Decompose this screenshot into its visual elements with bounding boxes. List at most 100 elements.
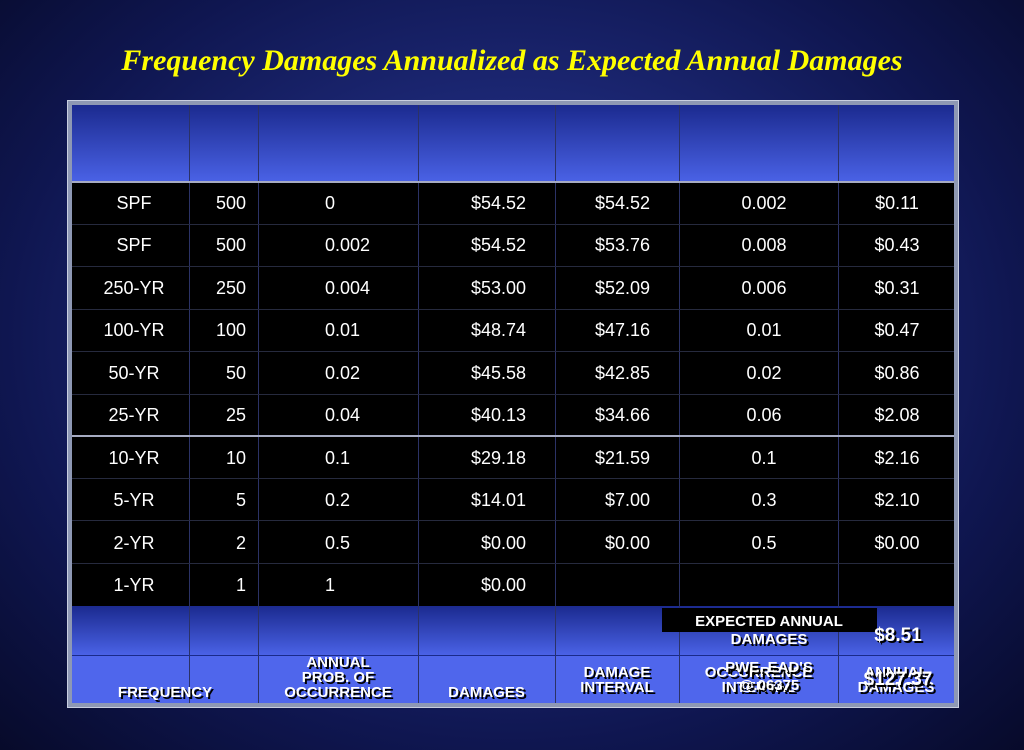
cell-frequency: SPF [116, 235, 152, 255]
cell-annual-prob: 0.04 [325, 405, 361, 425]
slide-title: Frequency Damages Annualized as Expected… [121, 44, 903, 77]
damages-table-body: FREQUENCY ANNUAL PROB. OF OCCURRENCE DAM… [72, 105, 954, 703]
column-divider [258, 105, 259, 703]
cell-return-period: 5 [235, 490, 246, 510]
table-row: 10-YR 10 0.1 $29.18 $21.59 0.1 $2.16 [72, 437, 954, 479]
cell-damages: $48.74 [470, 320, 526, 340]
cell-annual-damages: $0.47 [874, 320, 920, 340]
cell-damage-interval: $7.00 [604, 490, 650, 510]
cell-annual-damages: $0.43 [874, 235, 920, 255]
cell-damages: $14.01 [470, 490, 526, 510]
cell-annual-damages: $0.11 [875, 193, 919, 213]
cell-annual-prob: 0.02 [325, 363, 361, 383]
cell-annual-prob: 0.002 [325, 235, 371, 255]
cell-damage-interval: $53.76 [594, 235, 650, 255]
cell-return-period: 250 [215, 278, 246, 298]
column-divider [418, 105, 419, 703]
cell-frequency: 100-YR [103, 320, 165, 340]
cell-occurrence-interval: 0.008 [741, 235, 787, 255]
cell-occurrence-interval: 0.01 [746, 320, 782, 340]
cell-return-period: 2 [235, 533, 246, 553]
cell-return-period: 50 [225, 363, 246, 383]
cell-annual-damages [840, 564, 954, 606]
cell-annual-prob: 0.01 [325, 320, 361, 340]
cell-occurrence-interval: 0.02 [746, 363, 782, 383]
cell-occurrence-interval: 0.3 [751, 490, 777, 510]
cell-annual-prob: 0.004 [325, 278, 371, 298]
header-annual-damages: ANNUAL DAMAGES [857, 664, 935, 696]
cell-return-period: 100 [215, 320, 246, 340]
row-separator [72, 520, 954, 521]
cell-frequency: 2-YR [113, 533, 155, 553]
column-divider [555, 105, 556, 703]
cell-annual-prob: 0.2 [325, 490, 351, 510]
cell-damages: $29.18 [470, 448, 526, 468]
row-separator [72, 478, 954, 479]
cell-frequency: 25-YR [108, 405, 160, 425]
header-damage-interval: DAMAGE INTERVAL [580, 664, 654, 696]
cell-annual-damages: $2.16 [874, 448, 920, 468]
cell-annual-prob: 0.5 [325, 533, 351, 553]
cell-frequency: 250-YR [103, 278, 165, 298]
cell-annual-damages: $0.86 [874, 363, 920, 383]
cell-annual-damages: $2.10 [874, 490, 920, 510]
table-row: 1-YR 1 1 $0.00 [72, 564, 954, 606]
cell-occurrence-interval: 0.002 [741, 193, 787, 213]
cell-occurrence-interval: 0.06 [746, 405, 782, 425]
cell-damages: $40.13 [470, 405, 526, 425]
cell-damage-interval: $34.66 [594, 405, 650, 425]
table-row: SPF 500 0.002 $54.52 $53.76 0.008 $0.43 [72, 224, 954, 266]
cell-annual-prob: 0.1 [325, 448, 351, 468]
column-divider [189, 105, 190, 703]
cell-damage-interval: $42.85 [594, 363, 650, 383]
cell-occurrence-interval [684, 564, 844, 606]
cell-frequency: 10-YR [108, 448, 160, 468]
pwe-value: $127.37 [863, 669, 933, 690]
cell-return-period: 500 [215, 235, 246, 255]
cell-return-period: 10 [225, 448, 246, 468]
row-separator [72, 266, 954, 267]
cell-damage-interval: $21.59 [594, 448, 650, 468]
row-separator [72, 563, 954, 564]
footer-separator [72, 655, 954, 656]
cell-damages: $0.00 [480, 533, 526, 553]
table-header-band [72, 105, 954, 182]
cell-occurrence-interval: 0.006 [741, 278, 787, 298]
row-separator [72, 309, 954, 310]
cell-damage-interval: $54.52 [594, 193, 650, 213]
row-separator [72, 351, 954, 352]
cell-damage-interval: $52.09 [594, 278, 650, 298]
cell-damages: $54.52 [470, 193, 526, 213]
table-row: 2-YR 2 0.5 $0.00 $0.00 0.5 $0.00 [72, 522, 954, 564]
ead-value: $8.51 [874, 625, 922, 646]
cell-annual-damages: $2.08 [874, 405, 920, 425]
table-row: 25-YR 25 0.04 $40.13 $34.66 0.06 $2.08 [72, 394, 954, 436]
cell-damage-interval: $0.00 [604, 533, 650, 553]
ead-label-box [662, 608, 877, 632]
row-separator [72, 394, 954, 395]
cell-damage-interval [562, 564, 650, 606]
cell-frequency: 1-YR [113, 575, 155, 595]
row-separator [72, 224, 954, 225]
cell-annual-prob: 0 [325, 193, 336, 213]
column-divider [679, 105, 680, 703]
header-annual-prob: ANNUAL PROB. OF OCCURRENCE [284, 654, 392, 701]
group-separator [72, 435, 954, 437]
table-row: 100-YR 100 0.01 $48.74 $47.16 0.01 $0.47 [72, 309, 954, 351]
header-occurrence-interval: OCCURRENCE INTERVAL [704, 664, 813, 696]
cell-return-period: 500 [215, 193, 246, 213]
header-separator [72, 181, 954, 183]
cell-damage-interval: $47.16 [594, 320, 650, 340]
cell-damages: $53.00 [470, 278, 526, 298]
ead-label: EXPECTED ANNUAL DAMAGES [695, 613, 843, 648]
cell-damages: $54.52 [470, 235, 526, 255]
table-row: 250-YR 250 0.004 $53.00 $52.09 0.006 $0.… [72, 267, 954, 309]
cell-occurrence-interval: 0.1 [751, 448, 777, 468]
cell-frequency: 5-YR [113, 490, 155, 510]
table-row: 50-YR 50 0.02 $45.58 $42.85 0.02 $0.86 [72, 352, 954, 394]
column-divider [838, 105, 839, 703]
cell-damages: $0.00 [480, 575, 526, 595]
header-frequency: FREQUENCY [117, 684, 213, 701]
cell-frequency: SPF [116, 193, 152, 213]
pwe-label: PWE, EAD'S @.06375 [725, 659, 813, 694]
